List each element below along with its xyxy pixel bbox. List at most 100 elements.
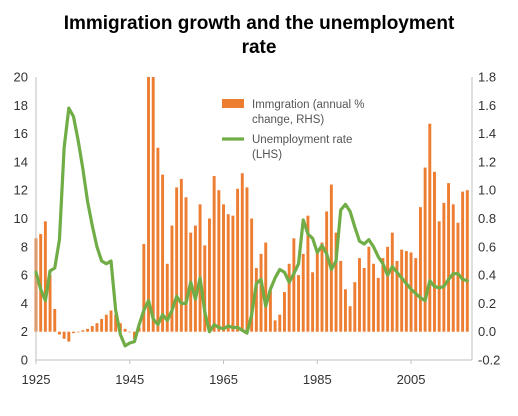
y-right-tick-label-4: 0.6 [478, 239, 496, 254]
immigration-bar-1982 [301, 253, 305, 332]
immigration-bar-1971 [250, 218, 254, 332]
immigration-bar-2012 [442, 202, 446, 332]
immigration-bar-1970 [245, 187, 249, 332]
immigration-bar-1950 [151, 77, 155, 332]
x-tick-label-4: 2005 [397, 372, 426, 387]
immigration-bar-1960 [198, 204, 202, 332]
immigration-bar-2008 [423, 167, 427, 332]
y-left-tick-label-4: 8 [21, 239, 28, 254]
immigration-bar-1983 [306, 215, 310, 332]
immigration-bar-1995 [362, 268, 366, 332]
immigration-bar-2009 [428, 123, 432, 332]
y-left-tick-label-3: 6 [21, 268, 28, 283]
immigration-bar-1927 [43, 221, 47, 332]
immigration-bar-1965 [222, 204, 225, 332]
immigration-bar-1932 [67, 331, 71, 342]
immigration-bar-1933 [72, 331, 75, 334]
y-right-tick-label-8: 1.4 [478, 126, 496, 141]
immigration-bar-1975 [268, 290, 272, 332]
y-left-tick-label-10: 20 [14, 70, 28, 85]
immigration-bar-2016 [461, 191, 465, 332]
immigration-bar-1979 [287, 263, 291, 332]
y-left-tick-label-1: 2 [21, 324, 28, 339]
axes [35, 77, 473, 364]
immigration-bar-1985 [315, 252, 319, 332]
immigration-bar-1986 [320, 242, 324, 332]
y-right-tick-label-6: 1.0 [478, 183, 496, 198]
tick-labels: 0 2 4 6 8 10 12 14 16 18 20 -0.2 0.0 0.2 0.4 0.6 0.8 1.0 1… [14, 70, 501, 388]
legend-bar-label-line-2: change, RHS) [252, 114, 324, 126]
y-left-tick-label-7: 14 [14, 154, 28, 169]
y-right-tick-label-7: 1.2 [478, 154, 496, 169]
y-left-tick-label-8: 16 [14, 126, 28, 141]
immigration-bar-2015 [456, 222, 460, 332]
unemployment-line-layer [34, 106, 469, 348]
legend: Immgration (annual % change, RHS) Unemploy… [222, 99, 365, 161]
immigration-bar-1930 [57, 331, 61, 335]
immigration-bar-1948 [142, 243, 146, 332]
immigration-bar-1957 [184, 197, 188, 332]
immigration-bar-1951 [156, 147, 160, 332]
immigration-bar-2001 [390, 232, 394, 332]
immigration-bar-1969 [240, 173, 244, 332]
immigration-bar-1955 [175, 187, 179, 332]
immigration-bar-2017 [465, 190, 469, 332]
immigration-bar-1926 [39, 234, 43, 332]
immigration-bar-1956 [179, 178, 183, 332]
immigration-bar-1977 [278, 314, 282, 332]
x-tick-label-2: 1965 [209, 372, 238, 387]
immigration-bar-1990 [339, 260, 343, 332]
y-right-tick-label-2: 0.2 [478, 296, 496, 311]
immigration-bar-1999 [381, 258, 385, 332]
immigration-bar-1928 [48, 275, 52, 332]
legend-line-label-line-1: Unemployment rate [252, 134, 352, 146]
immigration-bar-1929 [53, 309, 57, 332]
y-right-tick-label-0: -0.2 [478, 353, 500, 368]
immigration-bar-1976 [273, 320, 277, 332]
immigration-bar-1959 [193, 225, 197, 332]
x-tick-label-1: 1945 [115, 372, 144, 387]
immigration-bar-1963 [212, 176, 216, 332]
immigration-bar-1993 [353, 282, 357, 332]
immigration-bar-1967 [231, 215, 235, 332]
immigration-bar-1991 [343, 289, 347, 332]
immigration-bar-1939 [100, 318, 104, 332]
immigration-bar-1964 [217, 190, 221, 332]
immigration-bar-1973 [259, 253, 263, 332]
legend-bar-swatch [222, 99, 244, 108]
immigration-bar-1989 [334, 232, 338, 332]
y-left-tick-label-5: 10 [14, 211, 28, 226]
y-right-tick-label-3: 0.4 [478, 268, 496, 283]
immigration-bar-2013 [447, 183, 451, 332]
immigration-bar-1992 [348, 306, 352, 332]
immigration-bar-1946 [133, 331, 136, 339]
immigration-bar-1934 [76, 331, 80, 333]
immigration-bar-1998 [376, 277, 380, 332]
immigration-bar-1988 [329, 184, 333, 332]
y-right-tick-label-1: 0.0 [478, 324, 496, 339]
immigration-bar-2004 [404, 251, 408, 332]
x-tick-label-0: 1925 [22, 372, 51, 387]
immigration-bar-2010 [433, 171, 436, 332]
immigration-bar-1996 [367, 246, 371, 332]
immigration-bar-1978 [283, 292, 286, 332]
y-left-tick-label-9: 18 [14, 98, 28, 113]
immigration-bar-1994 [358, 258, 361, 332]
immigration-bar-1931 [62, 331, 66, 339]
immigration-bar-1938 [95, 323, 99, 332]
y-left-tick-label-2: 4 [21, 296, 28, 311]
immigration-bar-2007 [418, 207, 422, 332]
chart-title-line-2: rate [241, 37, 277, 58]
immigration-bar-1941 [109, 310, 113, 332]
immigration-bar-1997 [372, 263, 376, 332]
immigration-bar-1944 [123, 328, 127, 332]
immigration-bar-1952 [161, 174, 165, 332]
immigration-bar-1940 [104, 314, 108, 332]
immigration-bar-1981 [297, 275, 300, 332]
immigration-bar-1966 [226, 214, 230, 332]
immigration-bar-2011 [437, 221, 441, 332]
immigration-bar-1974 [264, 242, 268, 332]
y-left-tick-label-0: 0 [21, 353, 28, 368]
unemployment-line [34, 106, 469, 348]
